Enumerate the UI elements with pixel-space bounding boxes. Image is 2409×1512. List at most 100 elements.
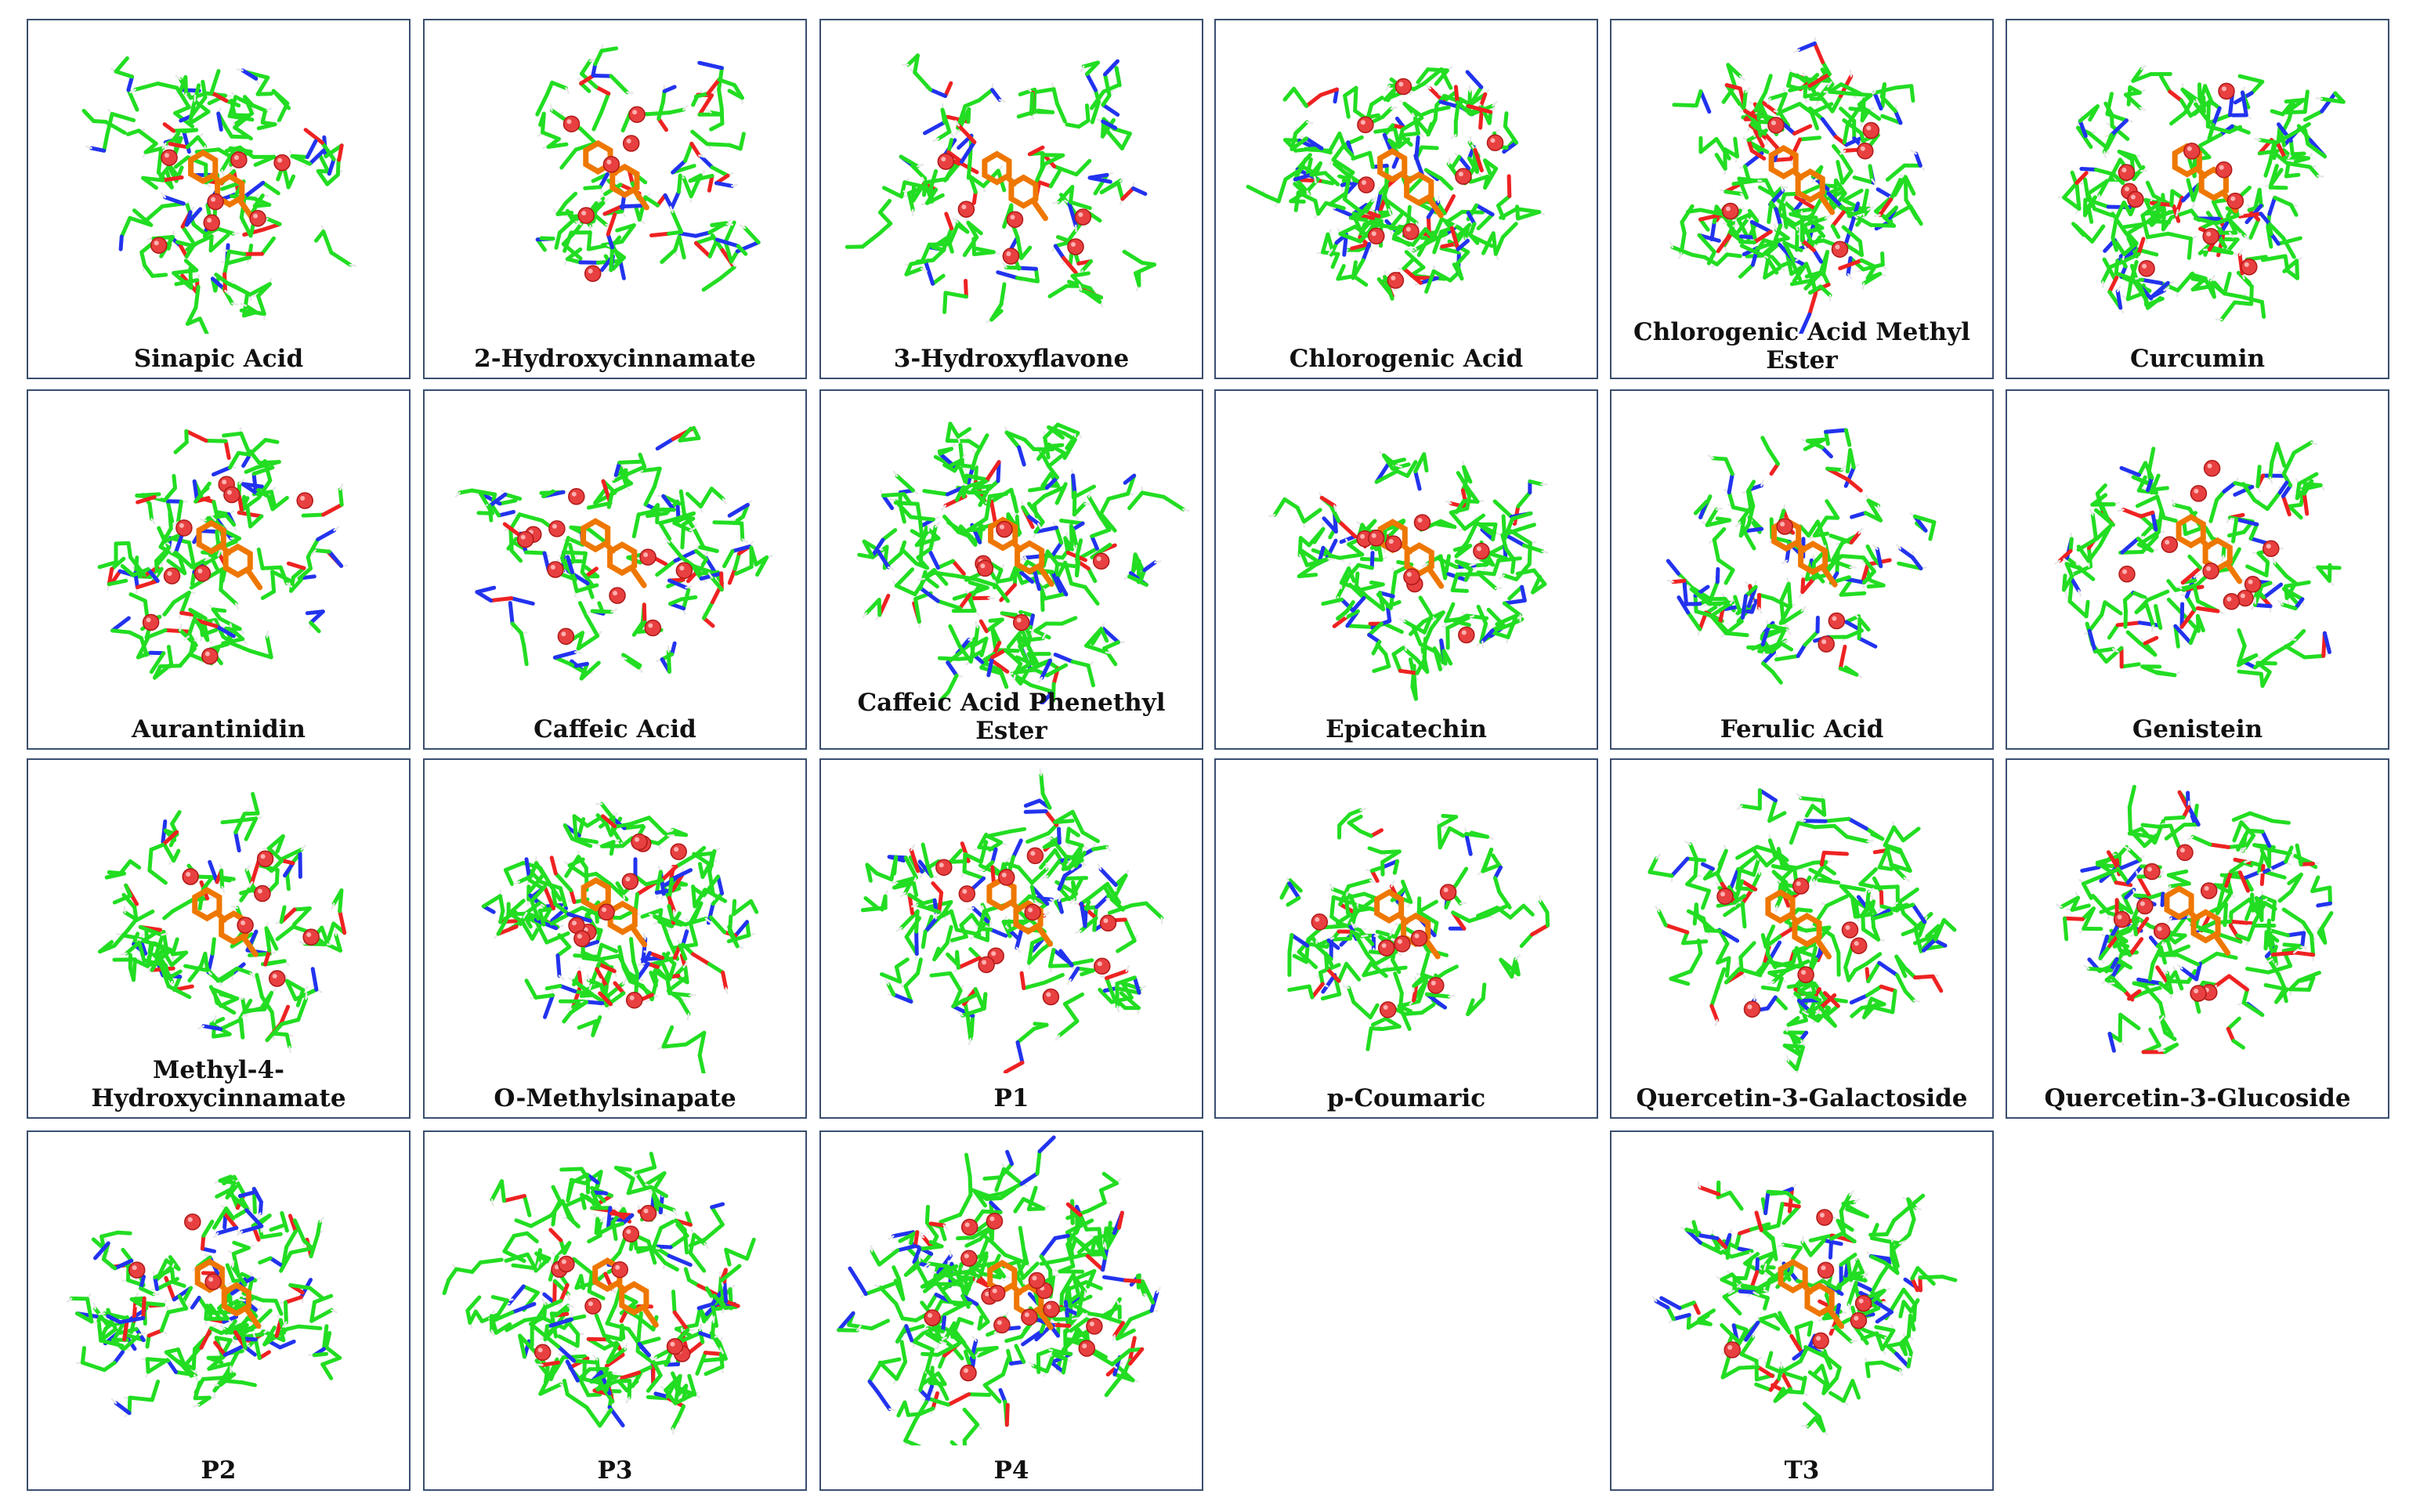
- structure-panel: 2-Hydroxycinnamate: [423, 19, 807, 379]
- water-sphere: [1086, 1318, 1103, 1335]
- structure-label: Ferulic Acid: [1720, 715, 1884, 743]
- ligand-structure: [583, 139, 649, 211]
- water-sphere: [1486, 134, 1504, 151]
- structure-panel: Epicatechin: [1214, 389, 1598, 750]
- structure-label: O-Methylsinapate: [494, 1084, 736, 1112]
- docking-structure-image: [535, 44, 761, 292]
- structure-label: Methyl-4-Hydroxycinnamate: [91, 1056, 346, 1112]
- docking-structure-image: [442, 1152, 756, 1435]
- water-sphere: [639, 548, 657, 566]
- water-sphere: [548, 520, 566, 537]
- water-sphere: [1427, 977, 1445, 994]
- water-sphere: [628, 106, 646, 123]
- structure-panel: T3: [1610, 1130, 1994, 1491]
- water-sphere: [996, 520, 1013, 538]
- water-sphere: [2118, 566, 2136, 583]
- water-sphere: [1724, 1341, 1741, 1358]
- water-sphere: [1743, 1000, 1761, 1018]
- ligand-structure: [1765, 889, 1832, 960]
- water-sphere: [577, 207, 595, 224]
- water-sphere: [562, 115, 581, 132]
- water-sphere: [142, 613, 160, 631]
- water-sphere: [223, 486, 241, 504]
- docking-structure-image: [1651, 1180, 1958, 1436]
- water-sphere: [670, 843, 687, 860]
- structure-panel: P1: [819, 758, 1203, 1119]
- docking-structure-image: [66, 1174, 342, 1418]
- water-sphere: [960, 1250, 978, 1267]
- water-sphere: [2241, 258, 2258, 276]
- ligand-structure: [1778, 1258, 1845, 1329]
- water-sphere: [128, 1261, 146, 1279]
- water-sphere: [207, 193, 224, 211]
- water-sphere: [622, 1225, 640, 1243]
- water-sphere: [2127, 190, 2144, 208]
- structure-label: P1: [993, 1084, 1029, 1112]
- water-sphere: [1816, 1209, 1833, 1226]
- water-sphere: [2223, 593, 2241, 610]
- water-sphere: [2263, 540, 2280, 558]
- ligand-structure: [188, 150, 255, 220]
- water-sphere: [1812, 1332, 1829, 1350]
- ligand-structure: [1768, 144, 1836, 215]
- water-sphere: [163, 567, 181, 584]
- ligand-structure: [194, 1258, 262, 1329]
- water-sphere: [1357, 116, 1374, 134]
- water-sphere: [1385, 535, 1402, 552]
- water-sphere: [150, 237, 168, 254]
- water-sphere: [1026, 847, 1044, 865]
- water-sphere: [273, 154, 291, 172]
- docking-structure-image: [454, 425, 773, 681]
- water-sphere: [1458, 626, 1475, 644]
- ligand-structure: [1771, 517, 1838, 588]
- water-sphere: [237, 917, 254, 934]
- structure-label: 3-Hydroxyflavone: [893, 345, 1130, 373]
- water-sphere: [1042, 988, 1060, 1006]
- water-sphere: [254, 884, 271, 902]
- water-sphere: [957, 201, 975, 218]
- water-sphere: [976, 559, 994, 577]
- docking-structure-image: [1666, 428, 1937, 685]
- structure-panel: p-Coumaric: [1214, 758, 1598, 1119]
- water-sphere: [1002, 248, 1020, 265]
- docking-structure-image: [2057, 64, 2346, 322]
- water-sphere: [161, 149, 178, 166]
- structure-label: Chlorogenic Acid Methyl Ester: [1633, 318, 1970, 374]
- structure-panel: Chlorogenic Acid: [1214, 19, 1598, 379]
- water-sphere: [1074, 208, 1092, 226]
- water-sphere: [609, 587, 626, 604]
- structure-panel: Chlorogenic Acid Methyl Ester: [1610, 19, 1994, 379]
- water-sphere: [960, 1218, 978, 1236]
- water-sphere: [2183, 143, 2201, 160]
- docking-structure-image: [860, 769, 1164, 1073]
- water-sphere: [2200, 882, 2218, 899]
- ligand-structure: [581, 518, 647, 588]
- water-sphere: [2218, 82, 2235, 100]
- water-sphere: [1473, 542, 1490, 560]
- structure-panel: P3: [423, 1130, 807, 1491]
- water-sphere: [639, 1205, 657, 1222]
- structure-panel: Aurantinidin: [27, 389, 411, 750]
- water-sphere: [1394, 935, 1411, 953]
- docking-structure-image: [1279, 807, 1550, 1051]
- structure-label: p-Coumaric: [1326, 1084, 1486, 1112]
- water-sphere: [1850, 937, 1868, 954]
- structure-panel: Caffeic Acid Phenethyl Ester: [819, 389, 1203, 750]
- water-sphere: [1024, 903, 1041, 921]
- structure-panel: Methyl-4-Hydroxycinnamate: [27, 758, 411, 1119]
- water-sphere: [958, 885, 976, 902]
- water-sphere: [203, 214, 220, 232]
- water-sphere: [534, 1344, 552, 1362]
- structure-panel: Sinapic Acid: [27, 19, 411, 379]
- water-sphere: [1006, 211, 1024, 228]
- water-sphere: [2203, 460, 2221, 477]
- structure-label: P4: [993, 1456, 1029, 1485]
- water-sphere: [1368, 227, 1385, 245]
- water-sphere: [296, 492, 313, 509]
- water-sphere: [1311, 913, 1329, 931]
- water-sphere: [1792, 877, 1810, 895]
- water-sphere: [557, 628, 575, 646]
- water-sphere: [2143, 863, 2161, 881]
- structure-label: Caffeic Acid: [534, 715, 696, 743]
- docking-structure-image: [837, 1135, 1161, 1445]
